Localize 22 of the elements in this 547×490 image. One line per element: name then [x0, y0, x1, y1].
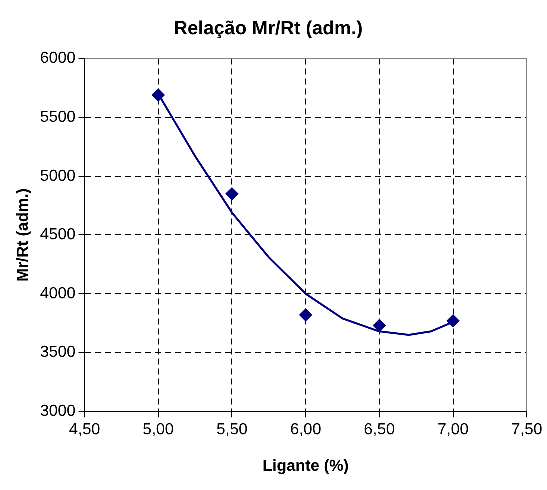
x-tick-label: 6,00	[290, 422, 322, 439]
y-tick-label: 5500	[40, 109, 76, 126]
x-tick-label: 4,50	[69, 422, 100, 439]
point	[299, 308, 312, 322]
x-tick-label: 5,50	[216, 422, 248, 439]
y-tick-label: 5000	[40, 168, 76, 185]
x-tick-label: 7,50	[511, 422, 543, 439]
x-tick-label: 5,00	[142, 422, 174, 439]
y-tick-label: 4000	[40, 285, 76, 302]
x-axis-title: Ligante (%)	[262, 458, 350, 475]
y-axis-title: Mr/Rt (adm.)	[15, 188, 32, 282]
y-tick-label: 6000	[40, 50, 76, 68]
x-tick-label: 6,50	[364, 422, 396, 439]
point	[373, 319, 386, 332]
point	[152, 88, 165, 102]
point	[446, 314, 460, 328]
chart-title: Relação Mr/Rt (adm.)	[174, 18, 363, 40]
y-tick-label: 4500	[40, 226, 76, 244]
y-tick-label: 3500	[40, 344, 76, 362]
x-tick-label: 7,00	[438, 422, 469, 439]
y-tick-label: 3000	[40, 403, 76, 420]
point	[226, 188, 239, 201]
